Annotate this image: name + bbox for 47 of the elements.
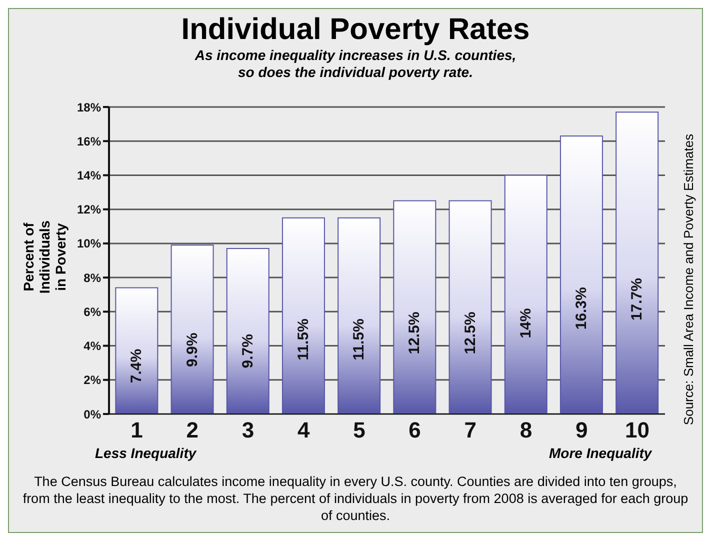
x-tick-label: 7: [464, 418, 477, 443]
bar: [338, 217, 381, 414]
data-label: 14%: [517, 308, 534, 338]
text: More Inequality: [549, 445, 652, 461]
data-label: 12.5%: [462, 312, 479, 354]
data-label: 16.3%: [572, 287, 590, 330]
x-tick-label: 10: [624, 418, 650, 443]
y-tick-label: 8%: [84, 270, 102, 285]
data-label: 12.5%: [406, 312, 424, 354]
bar: [115, 287, 158, 414]
text: Less Inequality: [95, 445, 196, 461]
x-tick-label: 5: [353, 418, 366, 443]
bar: [560, 135, 603, 414]
data-label: 9.9%: [184, 332, 201, 367]
y-tick-label: 14%: [76, 168, 102, 182]
bar: [226, 248, 270, 414]
text: The Census Bureau calculates income inequality in every U.S. county. Counties are divided into ten groups, from the least inequality to the most. The percent of individuals in poverty from 2008 is averaged for each group of counties.: [22, 473, 690, 524]
data-label: 11.5%: [294, 318, 312, 360]
x-tick-label: 4: [297, 418, 310, 443]
bar: [448, 200, 492, 414]
x-tick-label: 8: [520, 418, 532, 443]
x-tick-label: 9: [575, 418, 588, 443]
bar: [282, 217, 325, 414]
bar: [616, 112, 659, 414]
y-tick-label: 2%: [84, 373, 102, 388]
chart-title: Individual Poverty Rates: [180, 12, 531, 47]
data-label: 11.5%: [350, 318, 368, 360]
y-tick-label: 0%: [84, 407, 102, 422]
y-tick-label: 18%: [76, 100, 102, 114]
y-tick-label: 4%: [84, 339, 102, 354]
bar: [393, 200, 436, 414]
x-tick-label: 3: [242, 418, 254, 443]
chart-subtitle: As income inequality increases in U.S. counties, so does the individual poverty rate.: [194, 47, 518, 81]
y-tick-label: 6%: [84, 304, 102, 319]
bar: [170, 244, 214, 414]
source-note: Source: Small Area Income and Poverty Estimates: [682, 133, 696, 425]
data-label: 9.7%: [239, 334, 256, 368]
data-label: 17.7%: [628, 278, 646, 321]
x-tick-label: 2: [186, 418, 199, 443]
x-tick-label: 6: [408, 418, 421, 443]
y-tick-label: 10%: [76, 236, 102, 251]
y-tick-label: 12%: [76, 202, 102, 217]
data-label: 7.4%: [128, 348, 146, 384]
y-tick-label: 16%: [76, 134, 102, 148]
y-axis-title: Percent of Individuals in Poverty: [21, 220, 69, 294]
bar: [504, 174, 548, 414]
x-tick-label: 1: [130, 418, 143, 443]
